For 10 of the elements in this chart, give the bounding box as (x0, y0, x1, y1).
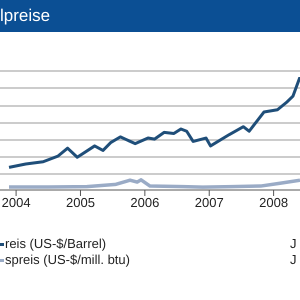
x-tick-label: 2008 (259, 195, 288, 210)
text: J (290, 236, 296, 252)
x-tick-label: 2004 (2, 195, 31, 210)
x-tick-label: 2005 (66, 195, 95, 210)
legend-label: spreis (US-$/mill. btu) (5, 252, 130, 268)
x-tick-label: 2007 (194, 195, 224, 210)
chart-title: lpreise (0, 0, 300, 32)
legend-label: reis (US-$/Barrel) (5, 236, 106, 252)
x-tick-label: 2006 (130, 195, 160, 210)
text: J (290, 252, 296, 268)
